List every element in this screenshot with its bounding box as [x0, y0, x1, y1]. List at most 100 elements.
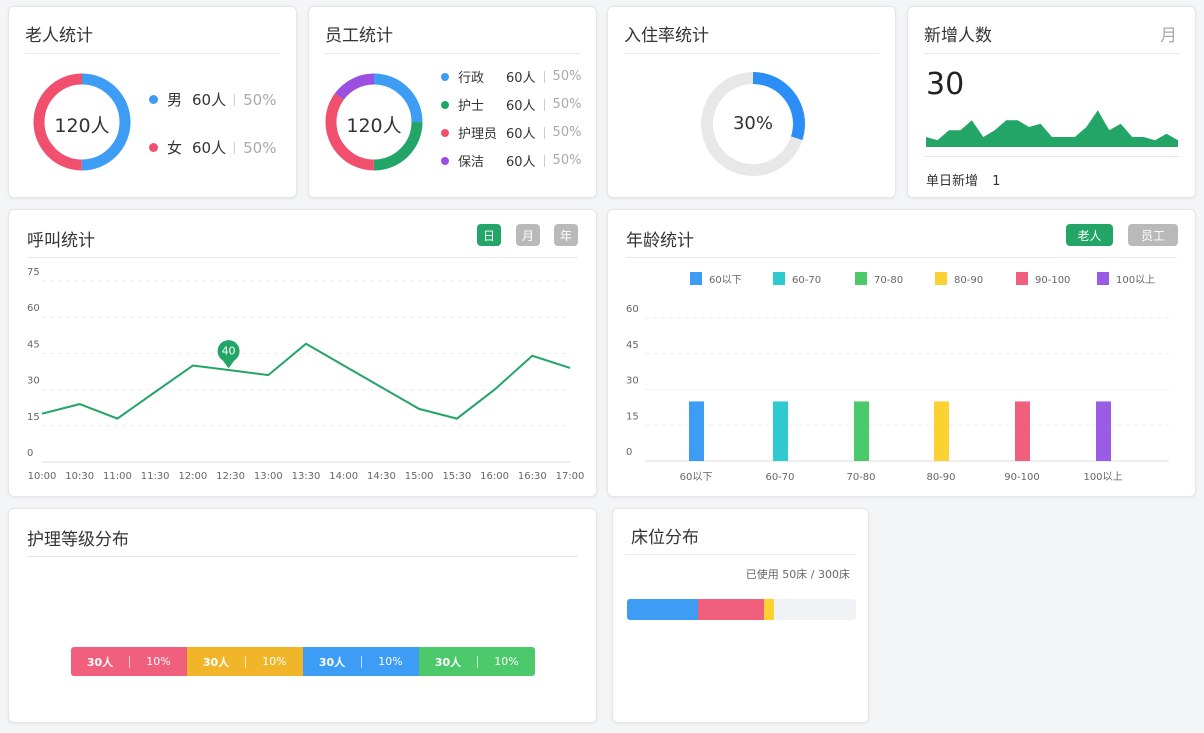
legend-count: 60人: [506, 155, 536, 170]
x-tick-label: 60-70: [765, 472, 794, 483]
data-point[interactable]: [115, 416, 120, 421]
toggle-day[interactable]: 日: [477, 224, 501, 246]
nurse-dot: [441, 100, 449, 109]
legend-cleaner: 保洁 60人 50%: [441, 151, 581, 170]
care-title: 护理等级分布: [27, 530, 129, 550]
divider: [924, 156, 1179, 157]
legend-swatch[interactable]: [690, 272, 702, 285]
toggle-month[interactable]: 月: [516, 224, 540, 246]
age-bar-chart: 60 45 30 15 0 60以下 60-70 70-80 80-90 90-100 100以上 6…: [626, 272, 1169, 483]
care-segment: 30人 10%: [303, 647, 419, 676]
x-tick-label: 70-80: [846, 472, 875, 483]
legend-pct: 50%: [552, 153, 582, 168]
legend-swatch[interactable]: [773, 272, 785, 285]
legend-male: 男 60人 50%: [149, 89, 276, 110]
data-point[interactable]: [379, 385, 384, 390]
admin-dot: [441, 72, 449, 81]
occupancy-value: 30%: [732, 113, 773, 134]
age-card: 年龄统计 老人 员工 60 45 30 15 0 60以下 60-70 70-80 80-90 9…: [607, 209, 1196, 497]
y-tick-label: 45: [626, 340, 639, 351]
legend-count: 60人: [192, 91, 227, 109]
data-point[interactable]: [454, 416, 459, 421]
x-tick-label: 14:30: [367, 471, 396, 482]
staff-donut: [325, 73, 423, 171]
toggle-elderly[interactable]: 老人: [1066, 224, 1113, 246]
bar[interactable]: [1015, 401, 1030, 461]
legend-swatch[interactable]: [1016, 272, 1028, 285]
segment-count: 30人: [202, 655, 230, 669]
legend-female: 女 60人 50%: [149, 137, 276, 158]
data-point[interactable]: [417, 406, 422, 411]
bar[interactable]: [689, 401, 704, 461]
legend-swatch[interactable]: [1097, 272, 1109, 285]
daily-new-value: 1: [992, 174, 1001, 189]
legend-label: 护理员: [458, 127, 498, 142]
legend-nurse: 护士 60人 50%: [441, 95, 581, 114]
new-people-card: 新增人数 月 30 单日新增 1: [907, 6, 1196, 198]
legend-swatch[interactable]: [855, 272, 867, 285]
data-point[interactable]: [266, 373, 271, 378]
care-segment: 30人 10%: [419, 647, 535, 676]
toggle-staff[interactable]: 员工: [1128, 224, 1178, 246]
legend-count: 60人: [506, 127, 536, 142]
divider: [924, 53, 1179, 54]
data-point[interactable]: [530, 353, 535, 358]
segment-divider: [129, 655, 130, 668]
legend-label: 60-70: [792, 275, 821, 286]
care-stacked-bar: 30人 10% 30人 10% 30人 10% 30人 10%: [71, 647, 535, 676]
x-tick-label: 15:30: [442, 471, 471, 482]
bar[interactable]: [1096, 401, 1111, 461]
legend-swatch[interactable]: [935, 272, 947, 285]
x-tick-label: 60以下: [680, 472, 713, 483]
legend-label: 女: [167, 139, 183, 157]
separator: [543, 98, 545, 111]
elderly-total: 120人: [54, 115, 110, 137]
series-line: [41, 342, 571, 420]
y-tick-label: 0: [27, 448, 33, 459]
legend-pct: 50%: [243, 90, 277, 109]
y-tick-label: 45: [27, 339, 40, 350]
toggle-year[interactable]: 年: [554, 224, 578, 246]
calls-title: 呼叫统计: [27, 231, 95, 251]
staff-total: 120人: [346, 115, 402, 137]
bed-segment: [764, 599, 774, 620]
data-point[interactable]: [568, 365, 573, 370]
care-card: 护理等级分布 30人 10% 30人 10% 30人 10% 30人 10%: [8, 508, 597, 723]
period-toggle[interactable]: 月: [1160, 26, 1177, 46]
segment-divider: [477, 655, 478, 668]
data-point[interactable]: [341, 363, 346, 368]
y-tick-label: 0: [626, 447, 632, 458]
data-point[interactable]: [492, 387, 497, 392]
donut-segment-carer: [325, 73, 423, 171]
data-point[interactable]: [190, 363, 195, 368]
elderly-card: 老人统计 120人 男 60人 50% 女 60人 50%: [8, 6, 297, 198]
legend-pct: 50%: [552, 97, 582, 112]
data-point[interactable]: [228, 368, 233, 373]
legend-pct: 50%: [552, 125, 582, 140]
tooltip-label: 40: [222, 344, 236, 357]
data-point[interactable]: [77, 402, 82, 407]
y-tick-label: 75: [27, 267, 40, 278]
calls-line-chart: 75 60 45 30 15 0 10:00 10:30 11:00 11:30 12:00 12:3…: [27, 267, 585, 482]
legend-pct: 50%: [243, 138, 277, 157]
data-point[interactable]: [40, 411, 45, 416]
data-point[interactable]: [153, 390, 158, 395]
y-tick-label: 60: [27, 303, 40, 314]
bed-segment: [697, 599, 765, 620]
y-tick-label: 30: [27, 376, 40, 387]
segment-pct: 10%: [262, 655, 287, 668]
separator: [543, 154, 545, 167]
beds-stacked-bar: [627, 599, 856, 620]
cleaner-dot: [441, 156, 449, 165]
data-point[interactable]: [304, 341, 309, 346]
bar[interactable]: [854, 401, 869, 461]
bar[interactable]: [773, 401, 788, 461]
bar[interactable]: [934, 401, 949, 461]
legend-label: 90-100: [1035, 275, 1070, 286]
care-segment: 30人 10%: [71, 647, 187, 676]
segment-count: 30人: [318, 655, 346, 669]
x-tick-label: 17:00: [556, 471, 585, 482]
x-tick-label: 13:30: [292, 471, 321, 482]
new-people-value: 30: [926, 67, 965, 102]
legend-label: 行政: [458, 71, 485, 86]
